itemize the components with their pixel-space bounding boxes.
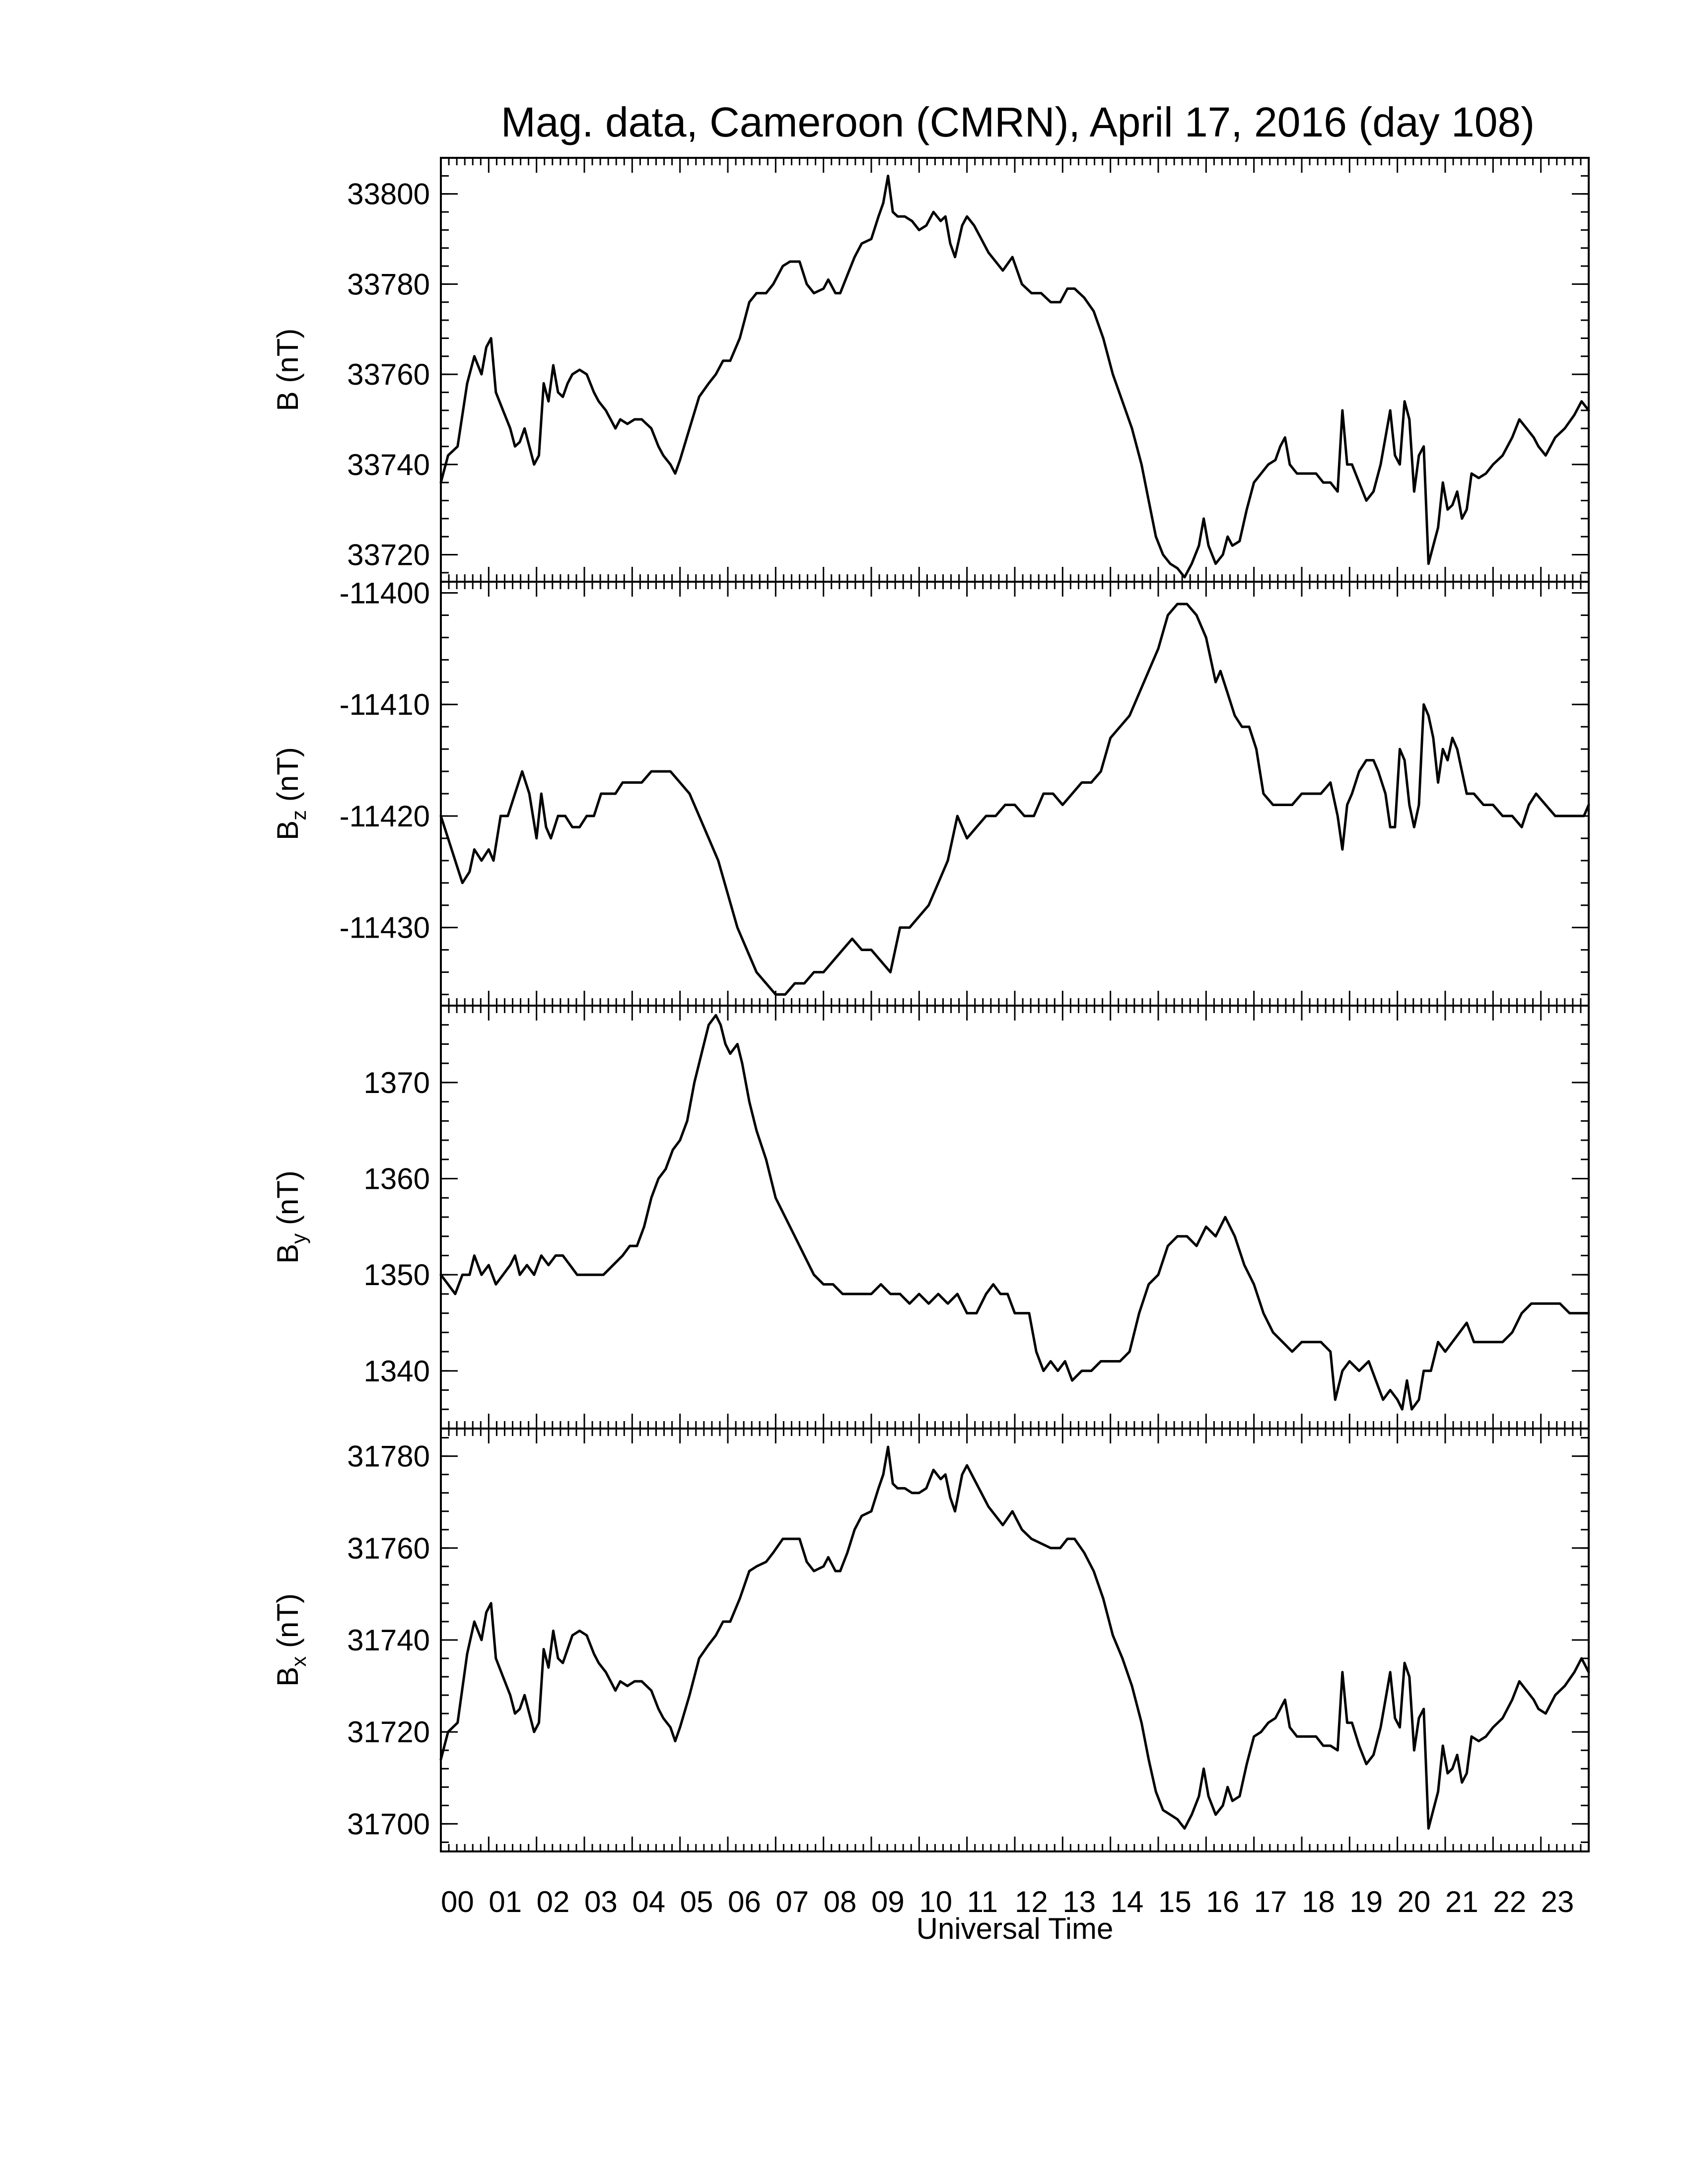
x-tick-label: 22 (1493, 1885, 1526, 1918)
x-tick-label: 15 (1158, 1885, 1192, 1918)
x-tick-label: 14 (1111, 1885, 1144, 1918)
x-tick-label: 19 (1349, 1885, 1383, 1918)
series-line-Bx (439, 1445, 1590, 1830)
y-axis-label: Bx (nT) (271, 1593, 310, 1687)
y-tick-label: -11410 (340, 688, 430, 721)
x-tick-label: 09 (871, 1885, 905, 1918)
x-tick-label: 16 (1206, 1885, 1239, 1918)
y-tick-label: -11400 (340, 576, 430, 610)
series-line-B (439, 174, 1590, 579)
y-tick-label: 1360 (364, 1162, 430, 1196)
x-tick-label: 23 (1541, 1885, 1574, 1918)
x-tick-label: 18 (1302, 1885, 1335, 1918)
x-tick-label: 02 (537, 1885, 570, 1918)
y-tick-label: 31700 (347, 1807, 430, 1841)
y-tick-label: 33740 (347, 448, 430, 481)
y-axis-label: B (nT) (271, 329, 304, 411)
x-axis-label: Universal Time (916, 1912, 1114, 1945)
x-tick-label: 13 (1062, 1885, 1096, 1918)
y-tick-label: 31720 (347, 1715, 430, 1749)
x-tick-label: 08 (824, 1885, 857, 1918)
chart-title: Mag. data, Cameroon (CMRN), April 17, 20… (501, 99, 1535, 145)
y-tick-label: 31760 (347, 1532, 430, 1565)
panel-frame (440, 157, 1590, 583)
x-tick-label: 04 (632, 1885, 665, 1918)
y-axis-label: By (nT) (271, 1170, 310, 1264)
y-tick-label: 1350 (364, 1258, 430, 1292)
panel-Bx: 31700 31720 31740 31760 31780 Bx (nT) (271, 1428, 1590, 1852)
panel-frame (440, 1428, 1590, 1852)
panel-frame (440, 1005, 1590, 1430)
y-tick-label: -11420 (340, 800, 430, 833)
series-line-Bz (439, 603, 1590, 996)
x-tick-label: 10 (919, 1885, 952, 1918)
x-tick-label: 17 (1254, 1885, 1287, 1918)
x-tick-label: 03 (584, 1885, 618, 1918)
x-tick-label: 12 (1015, 1885, 1048, 1918)
series-line-By (439, 1014, 1590, 1411)
y-tick-label: 1370 (364, 1066, 430, 1099)
y-tick-label: -11430 (340, 911, 430, 945)
x-axis-tick-labels: 00 01 02 03 04 05 06 07 08 09 10 11 12 13 14 15 16 17 18 19… (441, 1885, 1574, 1918)
y-tick-label: 33780 (347, 268, 430, 301)
y-tick-label: 31780 (347, 1440, 430, 1473)
x-tick-label: 07 (775, 1885, 809, 1918)
x-tick-label: 06 (728, 1885, 761, 1918)
y-tick-label: 33800 (347, 178, 430, 211)
y-axis-label: Bz (nT) (271, 747, 310, 840)
x-tick-label: 00 (441, 1885, 474, 1918)
x-tick-label: 11 (967, 1885, 998, 1918)
y-tick-label: 1340 (364, 1355, 430, 1388)
y-tick-label: 33720 (347, 538, 430, 571)
x-tick-label: 05 (680, 1885, 713, 1918)
y-tick-label: 33760 (347, 358, 430, 391)
x-tick-label: 21 (1445, 1885, 1478, 1918)
x-tick-label: 20 (1398, 1885, 1431, 1918)
y-tick-label: 31740 (347, 1624, 430, 1657)
panel-Bz: -11430 -11420 -11410 -11400 Bz (nT) (271, 576, 1590, 1007)
x-tick-label: 01 (489, 1885, 522, 1918)
panel-By: 1340 1350 1360 1370 By (nT) (271, 1005, 1590, 1430)
panel-B: 33720 33740 33760 33780 33800 B (nT) (271, 157, 1590, 583)
